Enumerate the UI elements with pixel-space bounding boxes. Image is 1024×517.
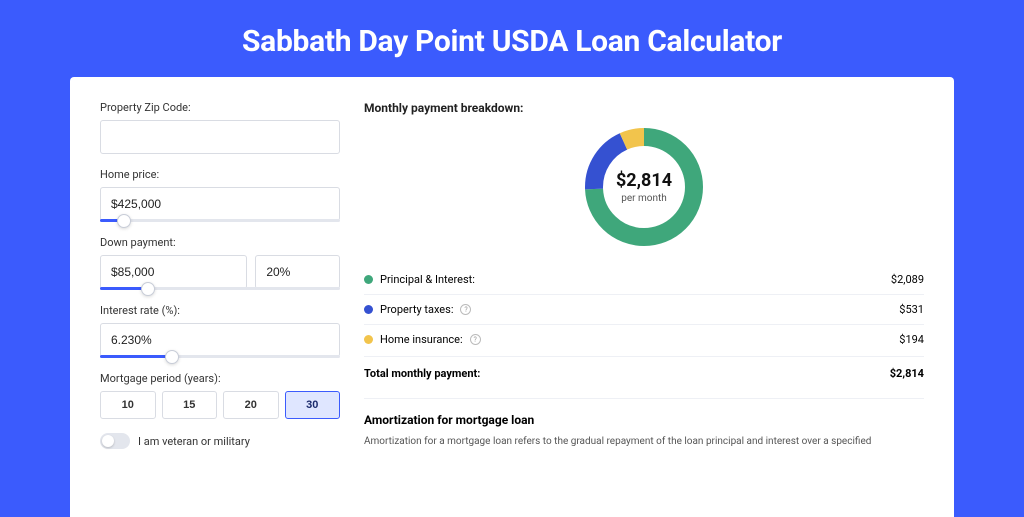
interest-rate-input[interactable] — [100, 323, 340, 357]
donut-sub: per month — [621, 193, 667, 204]
slider-thumb[interactable] — [117, 214, 131, 228]
zip-label: Property Zip Code: — [100, 101, 340, 114]
legend-value: $194 — [899, 333, 924, 346]
slider-thumb[interactable] — [165, 350, 179, 364]
legend-label: Property taxes: — [380, 303, 453, 316]
mortgage-period-buttons: 10 15 20 30 — [100, 391, 340, 419]
total-label: Total monthly payment: — [364, 367, 480, 380]
interest-rate-label: Interest rate (%): — [100, 304, 340, 317]
period-btn-30[interactable]: 30 — [285, 391, 341, 419]
legend-label: Home insurance: — [380, 333, 463, 346]
veteran-row: I am veteran or military — [100, 433, 340, 449]
legend-dot — [364, 275, 373, 284]
mortgage-period-field: Mortgage period (years): 10 15 20 30 — [100, 372, 340, 419]
amortization-section: Amortization for mortgage loan Amortizat… — [364, 398, 924, 449]
veteran-label: I am veteran or military — [138, 435, 250, 448]
breakdown-title: Monthly payment breakdown: — [364, 101, 924, 115]
legend-value: $2,089 — [891, 273, 924, 286]
amortization-title: Amortization for mortgage loan — [364, 413, 924, 427]
home-price-slider[interactable] — [100, 219, 340, 222]
legend-row: Home insurance:? $194 — [364, 325, 924, 354]
legend-list: Principal & Interest: $2,089 Property taxe… — [364, 265, 924, 354]
page-title: Sabbath Day Point USDA Loan Calculator — [0, 0, 1024, 77]
home-price-input[interactable] — [100, 187, 340, 221]
legend-row: Principal & Interest: $2,089 — [364, 265, 924, 295]
slider-thumb[interactable] — [141, 282, 155, 296]
info-icon[interactable]: ? — [460, 304, 471, 315]
info-icon[interactable]: ? — [470, 334, 481, 345]
down-payment-amount-input[interactable] — [100, 255, 247, 289]
legend-label: Principal & Interest: — [380, 273, 475, 286]
veteran-toggle[interactable] — [100, 433, 130, 449]
donut-chart: $2,814 per month — [584, 127, 704, 247]
legend-row: Property taxes:? $531 — [364, 295, 924, 325]
zip-field: Property Zip Code: — [100, 101, 340, 154]
zip-input[interactable] — [100, 120, 340, 154]
home-price-field: Home price: — [100, 168, 340, 222]
legend-dot — [364, 335, 373, 344]
period-btn-10[interactable]: 10 — [100, 391, 156, 419]
inputs-column: Property Zip Code: Home price: Down paym… — [100, 101, 340, 517]
interest-rate-field: Interest rate (%): — [100, 304, 340, 358]
period-btn-20[interactable]: 20 — [223, 391, 279, 419]
amortization-text: Amortization for a mortgage loan refers … — [364, 435, 924, 449]
down-payment-label: Down payment: — [100, 236, 340, 249]
home-price-label: Home price: — [100, 168, 340, 181]
down-payment-pct-input[interactable] — [255, 255, 340, 289]
legend-dot — [364, 305, 373, 314]
interest-rate-slider[interactable] — [100, 355, 340, 358]
breakdown-column: Monthly payment breakdown: $2,814 per mo… — [364, 101, 924, 517]
legend-value: $531 — [899, 303, 924, 316]
donut-total: $2,814 — [616, 170, 672, 191]
total-row: Total monthly payment: $2,814 — [364, 356, 924, 394]
donut-chart-wrap: $2,814 per month — [364, 127, 924, 247]
down-payment-field: Down payment: — [100, 236, 340, 290]
calculator-card: Property Zip Code: Home price: Down paym… — [70, 77, 954, 517]
period-btn-15[interactable]: 15 — [162, 391, 218, 419]
down-payment-slider[interactable] — [100, 287, 340, 290]
total-value: $2,814 — [890, 367, 924, 380]
mortgage-period-label: Mortgage period (years): — [100, 372, 340, 385]
